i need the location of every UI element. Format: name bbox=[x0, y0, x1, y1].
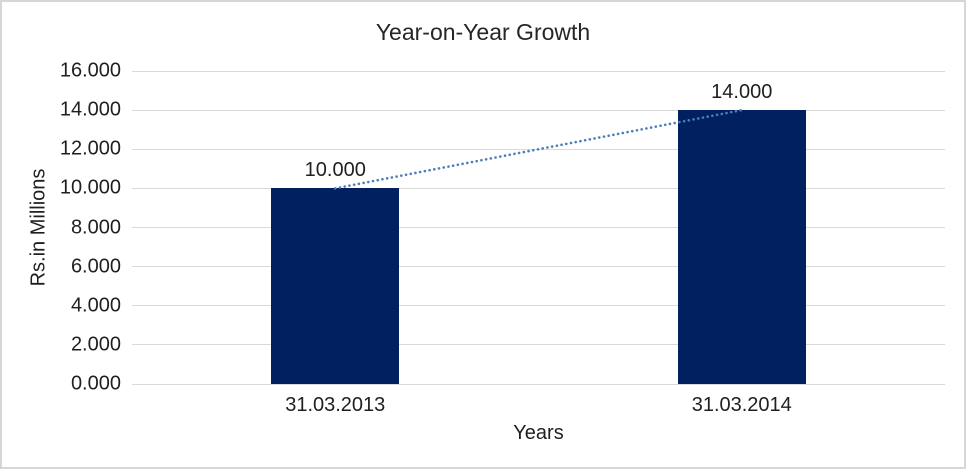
gridline bbox=[132, 305, 945, 307]
y-tick-label: 4.000 bbox=[70, 294, 121, 317]
gridline bbox=[132, 70, 945, 72]
gridline bbox=[132, 187, 945, 189]
data-label: 14.000 bbox=[711, 81, 773, 104]
gridline bbox=[132, 109, 945, 111]
chart-title: Year-on-Year Growth bbox=[375, 19, 591, 45]
data-label: 10.000 bbox=[304, 159, 366, 182]
y-tick-label: 2.000 bbox=[70, 333, 121, 356]
bar-31.03.2014 bbox=[677, 110, 806, 384]
gridline bbox=[132, 344, 945, 346]
gridline bbox=[132, 266, 945, 268]
y-tick-label: 0.000 bbox=[70, 372, 121, 395]
gridline bbox=[132, 383, 945, 385]
y-tick-label: 14.000 bbox=[59, 98, 121, 121]
x-axis-title: Years bbox=[513, 422, 564, 444]
y-tick-label: 8.000 bbox=[70, 216, 121, 238]
trendline bbox=[333, 108, 744, 190]
y-tick-label: 12.000 bbox=[59, 137, 121, 160]
trendline-segment bbox=[333, 108, 744, 190]
y-axis-tick-labels: 0.000 2.000 4.000 6.000 8.000 10.000 12.000 14.… bbox=[2, 2, 121, 467]
gridline bbox=[132, 227, 945, 228]
x-tick-label: 31.03.2014 bbox=[691, 394, 792, 416]
y-tick-label: 6.000 bbox=[70, 255, 121, 278]
plot-area bbox=[132, 70, 945, 385]
y-tick-label: 16.000 bbox=[59, 59, 121, 82]
bar-31.03.2013 bbox=[271, 188, 400, 384]
x-tick-label: 31.03.2013 bbox=[285, 394, 386, 416]
y-tick-label: 10.000 bbox=[59, 176, 121, 199]
